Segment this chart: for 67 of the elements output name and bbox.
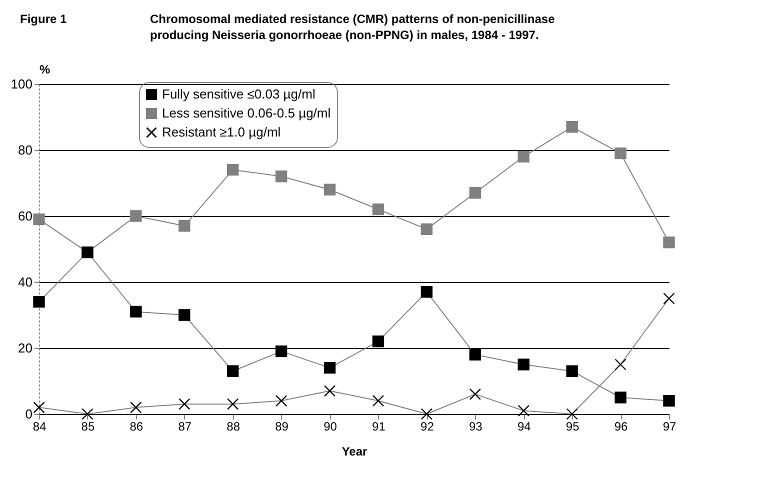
point (614, 148, 626, 160)
chart-subtitle: Chromosomal mediated resistance (CMR) patterns of non-penicillinase producing Neisseria gonorrhoeae (non-PPNG) in males, 1984 - 1997. (150, 12, 556, 44)
point (33, 296, 45, 308)
point (82, 408, 94, 420)
point (420, 286, 433, 298)
point (614, 392, 626, 404)
x-tick-label: 89 (275, 420, 289, 434)
point (33, 214, 45, 226)
point (469, 187, 481, 199)
y-tick-label: 100 (10, 76, 32, 92)
point (518, 358, 530, 371)
x-tick-label: 93 (468, 420, 483, 434)
y-axis-title: % (40, 62, 50, 77)
x-tick-label: 96 (614, 420, 628, 434)
point (324, 184, 336, 196)
point (275, 346, 288, 358)
x-tick-label: 87 (178, 420, 192, 434)
point (324, 385, 336, 397)
y-tick-label: 40 (18, 274, 32, 290)
point (227, 365, 239, 378)
point (420, 408, 433, 420)
point (324, 362, 336, 374)
point (227, 398, 239, 410)
point (372, 395, 384, 407)
point (227, 164, 239, 176)
x-tick-label: 97 (662, 420, 676, 434)
y-tick-label: 80 (18, 142, 32, 158)
point (518, 150, 530, 163)
x-tick-label: 88 (226, 420, 240, 434)
point (566, 408, 578, 420)
legend-label: Less sensitive 0.06-0.5 µg/ml (162, 106, 331, 121)
point (372, 204, 384, 216)
point (275, 395, 288, 407)
x-tick-label: 84 (32, 420, 46, 434)
point (275, 170, 288, 182)
x-tick-label: 91 (372, 420, 386, 434)
point (33, 402, 45, 414)
legend-label: Resistant ≥1.0 µg/ml (162, 124, 281, 140)
point (566, 365, 578, 378)
x-axis-title: Year (342, 444, 368, 459)
y-tick-label: 20 (18, 340, 32, 356)
point (420, 224, 433, 236)
point (178, 220, 190, 232)
point (130, 306, 142, 318)
y-tick-label: 0 (25, 406, 32, 422)
point (566, 121, 578, 133)
point (178, 309, 190, 322)
point (178, 398, 190, 410)
x-tick-label: 90 (324, 420, 338, 434)
point (469, 388, 481, 400)
point (130, 210, 142, 222)
x-tick-label: 85 (81, 420, 95, 434)
point (663, 236, 675, 248)
y-tick-label: 60 (18, 208, 32, 224)
x-tick-label: 95 (566, 420, 580, 434)
point (469, 348, 481, 361)
legend-label: Fully sensitive ≤0.03 µg/ml (162, 86, 316, 102)
x-tick-label: 92 (420, 420, 434, 434)
point (372, 336, 384, 348)
point (518, 405, 530, 417)
x-tick-label: 94 (517, 420, 532, 434)
point (663, 292, 675, 305)
chart-title: Figure 1 (20, 12, 68, 28)
x-tick-label: 86 (130, 420, 144, 434)
point (614, 358, 626, 371)
point (130, 402, 142, 414)
point (663, 395, 675, 407)
